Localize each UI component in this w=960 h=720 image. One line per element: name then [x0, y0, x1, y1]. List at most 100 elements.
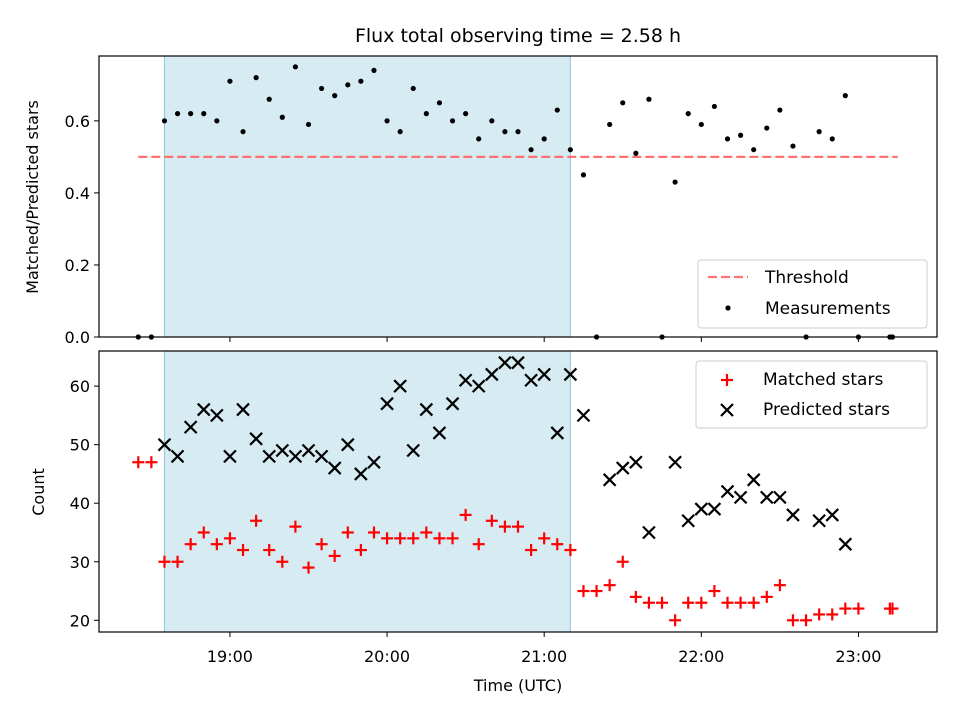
x-tick-label: 23:00 [835, 647, 881, 666]
y-tick-label: 0.4 [65, 184, 90, 203]
predicted-star-point [668, 455, 682, 470]
measurement-point [292, 64, 299, 70]
top-legend: Threshold Measurements [697, 259, 928, 329]
y-tick-label: 30 [70, 553, 90, 572]
matched-star-point [459, 508, 472, 521]
predicted-star-point [707, 502, 722, 516]
matched-star-point [276, 555, 289, 568]
predicted-star-point [786, 508, 800, 522]
matched-star-point [826, 608, 839, 621]
predicted-star-point [550, 426, 565, 440]
bottom-legend: Matched stars Predicted stars [695, 360, 928, 429]
matched-star-point [132, 456, 145, 469]
y-tick-label: 40 [70, 494, 90, 513]
predicted-star-point [432, 426, 447, 440]
measurement-point [646, 96, 652, 102]
matched-star-point [341, 526, 354, 539]
matched-star-point [315, 538, 328, 551]
matched-star-point [472, 538, 485, 551]
measurement-point [751, 147, 757, 153]
measurement-point [777, 107, 783, 113]
matched-star-point [210, 538, 223, 551]
figure-title: Flux total observing time = 2.58 h [355, 25, 681, 47]
matched-star-point [852, 602, 865, 615]
top-y-axis-label: Matched/Predicted stars [23, 100, 42, 294]
predicted-star-point [183, 420, 198, 434]
top-observation-window [163, 55, 571, 338]
matched-star-point [669, 614, 682, 627]
matched-star-point [237, 544, 250, 557]
measurement-point [633, 150, 639, 156]
measurement-point [305, 121, 312, 128]
measurement-point [476, 136, 482, 142]
y-tick-label: 0.2 [65, 256, 90, 275]
bottom-panel-plot: 20 30 40 50 60 19:00 20:00 21:00 22:00 23:00 Cou… [29, 350, 938, 695]
measurement-point [161, 118, 168, 124]
measurement-point [436, 100, 443, 106]
matched-star-point [328, 549, 341, 562]
measurement-point [541, 136, 547, 142]
predicted-star-point [511, 355, 525, 370]
predicted-star-point [275, 443, 290, 458]
matched-star-point [407, 532, 420, 545]
predicted-star-point [825, 508, 840, 522]
predicted-star-point [838, 537, 853, 551]
bottom-observation-window [163, 350, 571, 633]
measurement-point [371, 67, 377, 74]
y-tick-label: 20 [70, 611, 90, 630]
matched-star-point [498, 520, 511, 533]
measurement-point [554, 107, 560, 113]
matched-star-point [145, 456, 158, 469]
x-tick-label: 20:00 [364, 647, 410, 666]
matched-star-point [800, 614, 813, 627]
legend-matched-swatch [721, 374, 733, 386]
bottom-x-ticks: 19:00 20:00 21:00 22:00 23:00 [207, 632, 881, 666]
predicted-star-point [288, 449, 303, 464]
measurement-point [502, 129, 508, 135]
measurement-point [580, 172, 587, 178]
predicted-star-point [760, 490, 774, 505]
matched-star-point [603, 579, 616, 592]
predicted-star-point [445, 396, 460, 411]
measurement-point [842, 93, 848, 99]
matched-star-point [223, 532, 236, 545]
measurement-point [410, 85, 416, 92]
predicted-star-point [458, 373, 473, 388]
matched-star-point [721, 596, 734, 609]
measurement-point [737, 132, 744, 138]
matched-star-point [250, 514, 263, 527]
measurement-point [489, 118, 495, 124]
bottom-legend-box [695, 360, 928, 429]
observation-window-span [163, 55, 571, 338]
predicted-star-point [681, 513, 695, 528]
matched-star-point [629, 590, 642, 603]
measurement-point [449, 118, 456, 124]
top-panel-plot: 0.0 0.2 0.4 0.6 Matched/Predicted stars Thr… [23, 55, 938, 347]
measurement-point [332, 93, 338, 99]
predicted-star-point [393, 379, 407, 393]
x-tick-label: 22:00 [678, 647, 724, 666]
predicted-star-point [537, 367, 551, 382]
matched-star-point [485, 514, 498, 527]
predicted-star-point [524, 373, 538, 388]
bottom-y-ticks: 20 30 40 50 60 [70, 377, 99, 630]
legend-predicted-swatch [720, 403, 734, 417]
predicted-star-point [694, 502, 709, 516]
matched-star-point [708, 585, 721, 598]
measurement-point [620, 100, 626, 106]
predicted-star-point [812, 513, 826, 528]
matched-star-point [616, 555, 629, 568]
measurement-point [253, 75, 259, 81]
predicted-star-point [314, 449, 329, 464]
matched-stars-points [132, 456, 899, 627]
top-y-ticks: 0.0 0.2 0.4 0.6 [65, 112, 99, 347]
measurement-point [318, 85, 325, 92]
matched-star-point [747, 596, 760, 609]
predicted-star-point [576, 408, 591, 423]
matched-star-point [786, 614, 799, 627]
matched-star-point [184, 538, 197, 551]
measurement-point [764, 125, 770, 131]
measurement-point [567, 147, 573, 153]
matched-star-point [760, 590, 773, 603]
matched-star-point [512, 520, 524, 533]
